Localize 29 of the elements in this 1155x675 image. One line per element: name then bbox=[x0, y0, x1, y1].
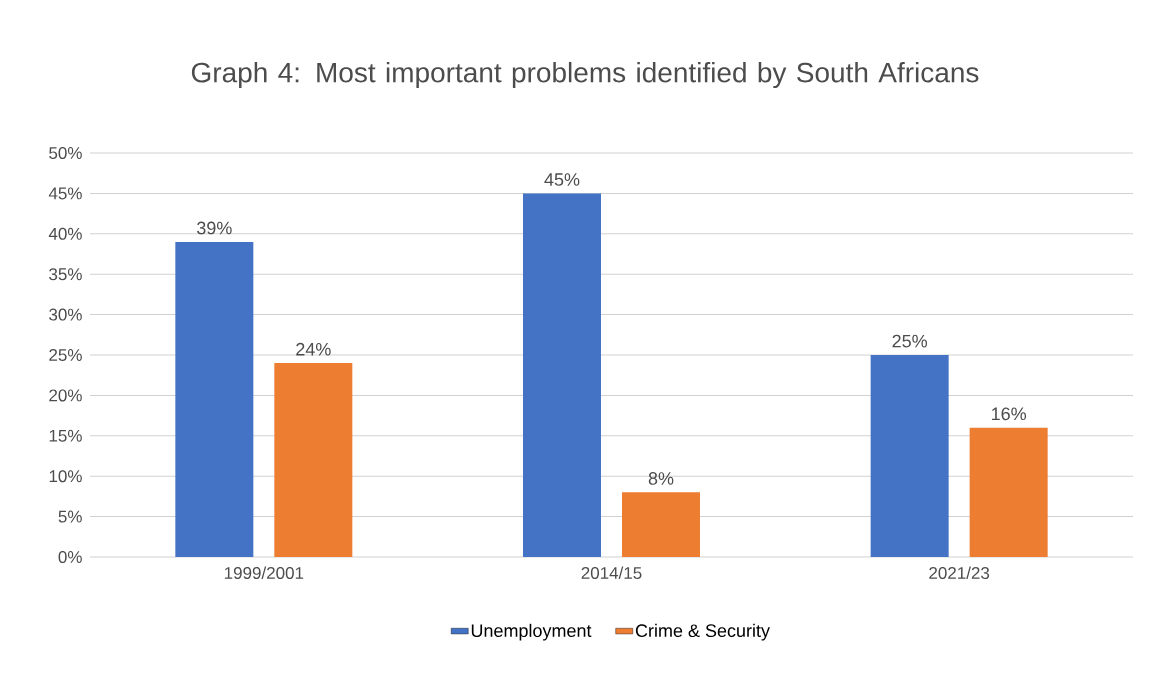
y-tick-label: 25% bbox=[49, 348, 82, 362]
legend-label: Unemployment bbox=[471, 623, 592, 641]
x-tick-label: 1999/2001 bbox=[224, 566, 304, 580]
y-tick-label: 10% bbox=[49, 470, 82, 483]
y-tick-label: 50% bbox=[49, 146, 82, 160]
bar bbox=[175, 241, 254, 557]
data-label: 16% bbox=[992, 407, 1027, 421]
data-label: 24% bbox=[296, 342, 331, 356]
y-tick-label: 40% bbox=[48, 227, 82, 240]
x-tick-label: 2014/15 bbox=[581, 566, 642, 580]
bar bbox=[274, 363, 353, 557]
y-tick-label: 0% bbox=[58, 550, 82, 564]
data-label: 39% bbox=[197, 221, 232, 235]
y-tick-label: 30% bbox=[49, 308, 82, 321]
data-label: 8% bbox=[648, 472, 674, 485]
x-tick-label: 2021/23 bbox=[929, 566, 990, 580]
bar bbox=[621, 492, 700, 557]
data-label: 45% bbox=[544, 173, 580, 186]
bar bbox=[969, 427, 1048, 557]
y-tick-label: 15% bbox=[49, 429, 82, 442]
bar bbox=[522, 193, 601, 557]
data-label: 25% bbox=[892, 334, 928, 348]
y-tick-label: 20% bbox=[49, 389, 82, 402]
chart-title: Graph 4: Most important problems identified by South Africans bbox=[191, 61, 979, 89]
bar bbox=[870, 355, 949, 557]
y-tick-label: 5% bbox=[58, 510, 82, 523]
y-tick-label: 45% bbox=[48, 187, 82, 200]
legend-label: Crime & Security bbox=[635, 623, 770, 641]
y-tick-label: 35% bbox=[49, 268, 82, 281]
